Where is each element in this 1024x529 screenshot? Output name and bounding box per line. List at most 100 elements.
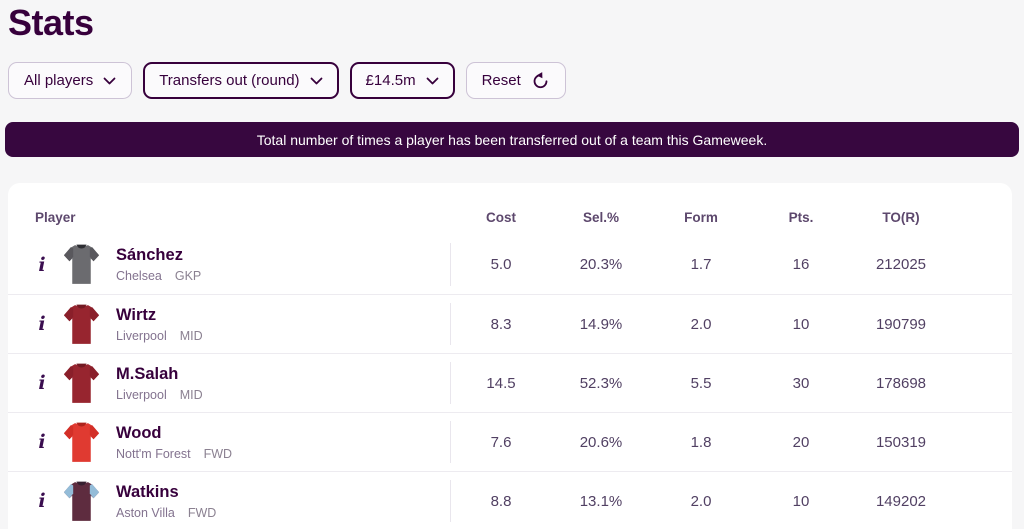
- stats-table-card: Player Cost Sel.% Form Pts. TO(R) i Sánc…: [8, 183, 1012, 529]
- players-filter-label: All players: [24, 72, 94, 89]
- tor-value: 178698: [875, 374, 927, 392]
- player-name-block: Wood Nott'm Forest FWD: [116, 424, 232, 461]
- pts-value: 20: [792, 433, 810, 451]
- cost-value: 8.8: [490, 492, 512, 510]
- player-name: Watkins: [116, 482, 179, 501]
- player-sub: Nott'm Forest FWD: [116, 447, 232, 461]
- player-info-icon[interactable]: i: [38, 253, 46, 276]
- player-team: Liverpool: [116, 387, 167, 402]
- stat-filter-dropdown[interactable]: Transfers out (round): [143, 62, 339, 99]
- player-position: GKP: [174, 269, 202, 283]
- page-title: Stats: [8, 2, 94, 43]
- tor-value: 190799: [875, 315, 927, 333]
- player-name: Sánchez: [116, 246, 183, 264]
- cost-value: 8.3: [490, 315, 512, 333]
- stat-filter-label: Transfers out (round): [159, 72, 300, 89]
- player-name: Wirtz: [116, 305, 157, 324]
- sel-value: 52.3%: [579, 374, 623, 392]
- pts-value: 10: [792, 492, 810, 510]
- filter-bar: All players Transfers out (round) £14.5m…: [8, 62, 566, 99]
- player-team: Chelsea: [116, 269, 162, 283]
- form-value: 2.0: [690, 315, 712, 333]
- player-sub: Liverpool MID: [116, 388, 203, 402]
- jersey-icon: [63, 422, 100, 462]
- player-info-icon[interactable]: i: [38, 313, 46, 335]
- chevron-down-icon: [310, 77, 322, 85]
- column-divider: [450, 362, 451, 404]
- stat-description-banner: Total number of times a player has been …: [5, 122, 1019, 157]
- column-divider: [450, 243, 451, 286]
- player-team: Liverpool: [116, 328, 167, 343]
- jersey-icon: [63, 304, 100, 344]
- chevron-down-icon: [103, 77, 116, 85]
- form-value: 2.0: [690, 492, 712, 510]
- cost-value: 14.5: [486, 374, 516, 392]
- jersey-icon: [63, 481, 100, 521]
- price-filter-label: £14.5m: [365, 72, 416, 89]
- reset-refresh-icon: [533, 72, 548, 89]
- column-divider: [450, 303, 451, 345]
- column-divider: [450, 480, 451, 522]
- player-name-block: M.Salah Liverpool MID: [116, 365, 203, 402]
- cost-value: 7.6: [490, 433, 512, 451]
- tor-value: 150319: [875, 433, 927, 451]
- jersey-icon: [63, 244, 100, 284]
- player-cell: i M.Salah Liverpool MID: [35, 354, 451, 412]
- player-cell: i Watkins Aston Villa FWD: [35, 472, 451, 529]
- table-row: i Wirtz Liverpool MID 8.3 14.9%: [8, 294, 1012, 353]
- player-cell: i Wood Nott'm Forest FWD: [35, 413, 451, 471]
- table-row: i Sánchez Chelsea GKP 5.0 20.3%: [8, 235, 1012, 294]
- player-cell: i Wirtz Liverpool MID: [35, 295, 451, 353]
- player-name: Wood: [116, 423, 162, 442]
- sel-value: 20.3%: [579, 256, 623, 273]
- player-position: FWD: [203, 446, 233, 461]
- table-row: i Watkins Aston Villa FWD 8.8 13.1%: [8, 471, 1012, 529]
- player-sub: Liverpool MID: [116, 329, 203, 343]
- pts-value: 10: [792, 315, 810, 333]
- tor-value: 212025: [875, 256, 927, 273]
- table-header-row: Player Cost Sel.% Form Pts. TO(R): [8, 183, 1012, 235]
- player-team: Aston Villa: [116, 505, 175, 520]
- cost-value: 5.0: [490, 256, 512, 273]
- chevron-down-icon: [426, 77, 438, 85]
- player-position: MID: [179, 387, 203, 402]
- player-info-icon[interactable]: i: [38, 372, 46, 394]
- player-sub: Chelsea GKP: [116, 269, 201, 283]
- player-sub: Aston Villa FWD: [116, 506, 216, 520]
- tor-value: 149202: [875, 492, 927, 510]
- player-position: FWD: [187, 505, 217, 520]
- jersey-icon: [63, 363, 100, 403]
- price-filter-dropdown[interactable]: £14.5m: [349, 62, 455, 99]
- player-info-icon[interactable]: i: [38, 431, 46, 453]
- sel-value: 13.1%: [579, 492, 623, 510]
- column-header-pts: Pts.: [788, 210, 814, 225]
- sel-value: 14.9%: [579, 315, 623, 333]
- player-name-block: Wirtz Liverpool MID: [116, 306, 203, 343]
- column-divider: [450, 421, 451, 463]
- player-cell: i Sánchez Chelsea GKP: [35, 235, 451, 294]
- column-header-sel: Sel.%: [582, 210, 620, 225]
- player-team: Nott'm Forest: [116, 446, 191, 461]
- sel-value: 20.6%: [579, 433, 623, 451]
- column-header-player: Player: [35, 210, 76, 225]
- banner-text: Total number of times a player has been …: [256, 131, 768, 148]
- player-info-icon[interactable]: i: [38, 490, 46, 512]
- column-header-tor: TO(R): [882, 210, 920, 225]
- table-row: i M.Salah Liverpool MID 14.5 52.3%: [8, 353, 1012, 412]
- players-filter-dropdown[interactable]: All players: [8, 62, 133, 99]
- form-value: 1.8: [690, 433, 712, 451]
- pts-value: 16: [792, 256, 810, 273]
- column-header-cost: Cost: [486, 210, 516, 225]
- form-value: 1.7: [690, 256, 712, 273]
- pts-value: 30: [792, 374, 810, 392]
- player-position: MID: [179, 328, 203, 343]
- column-header-form: Form: [684, 210, 718, 225]
- reset-button[interactable]: Reset: [465, 62, 566, 99]
- player-name-block: Sánchez Chelsea GKP: [116, 246, 201, 283]
- form-value: 5.5: [690, 374, 712, 392]
- player-name-block: Watkins Aston Villa FWD: [116, 483, 216, 520]
- player-name: M.Salah: [116, 364, 179, 383]
- reset-label: Reset: [481, 72, 521, 89]
- table-row: i Wood Nott'm Forest FWD 7.6 20.6%: [8, 412, 1012, 471]
